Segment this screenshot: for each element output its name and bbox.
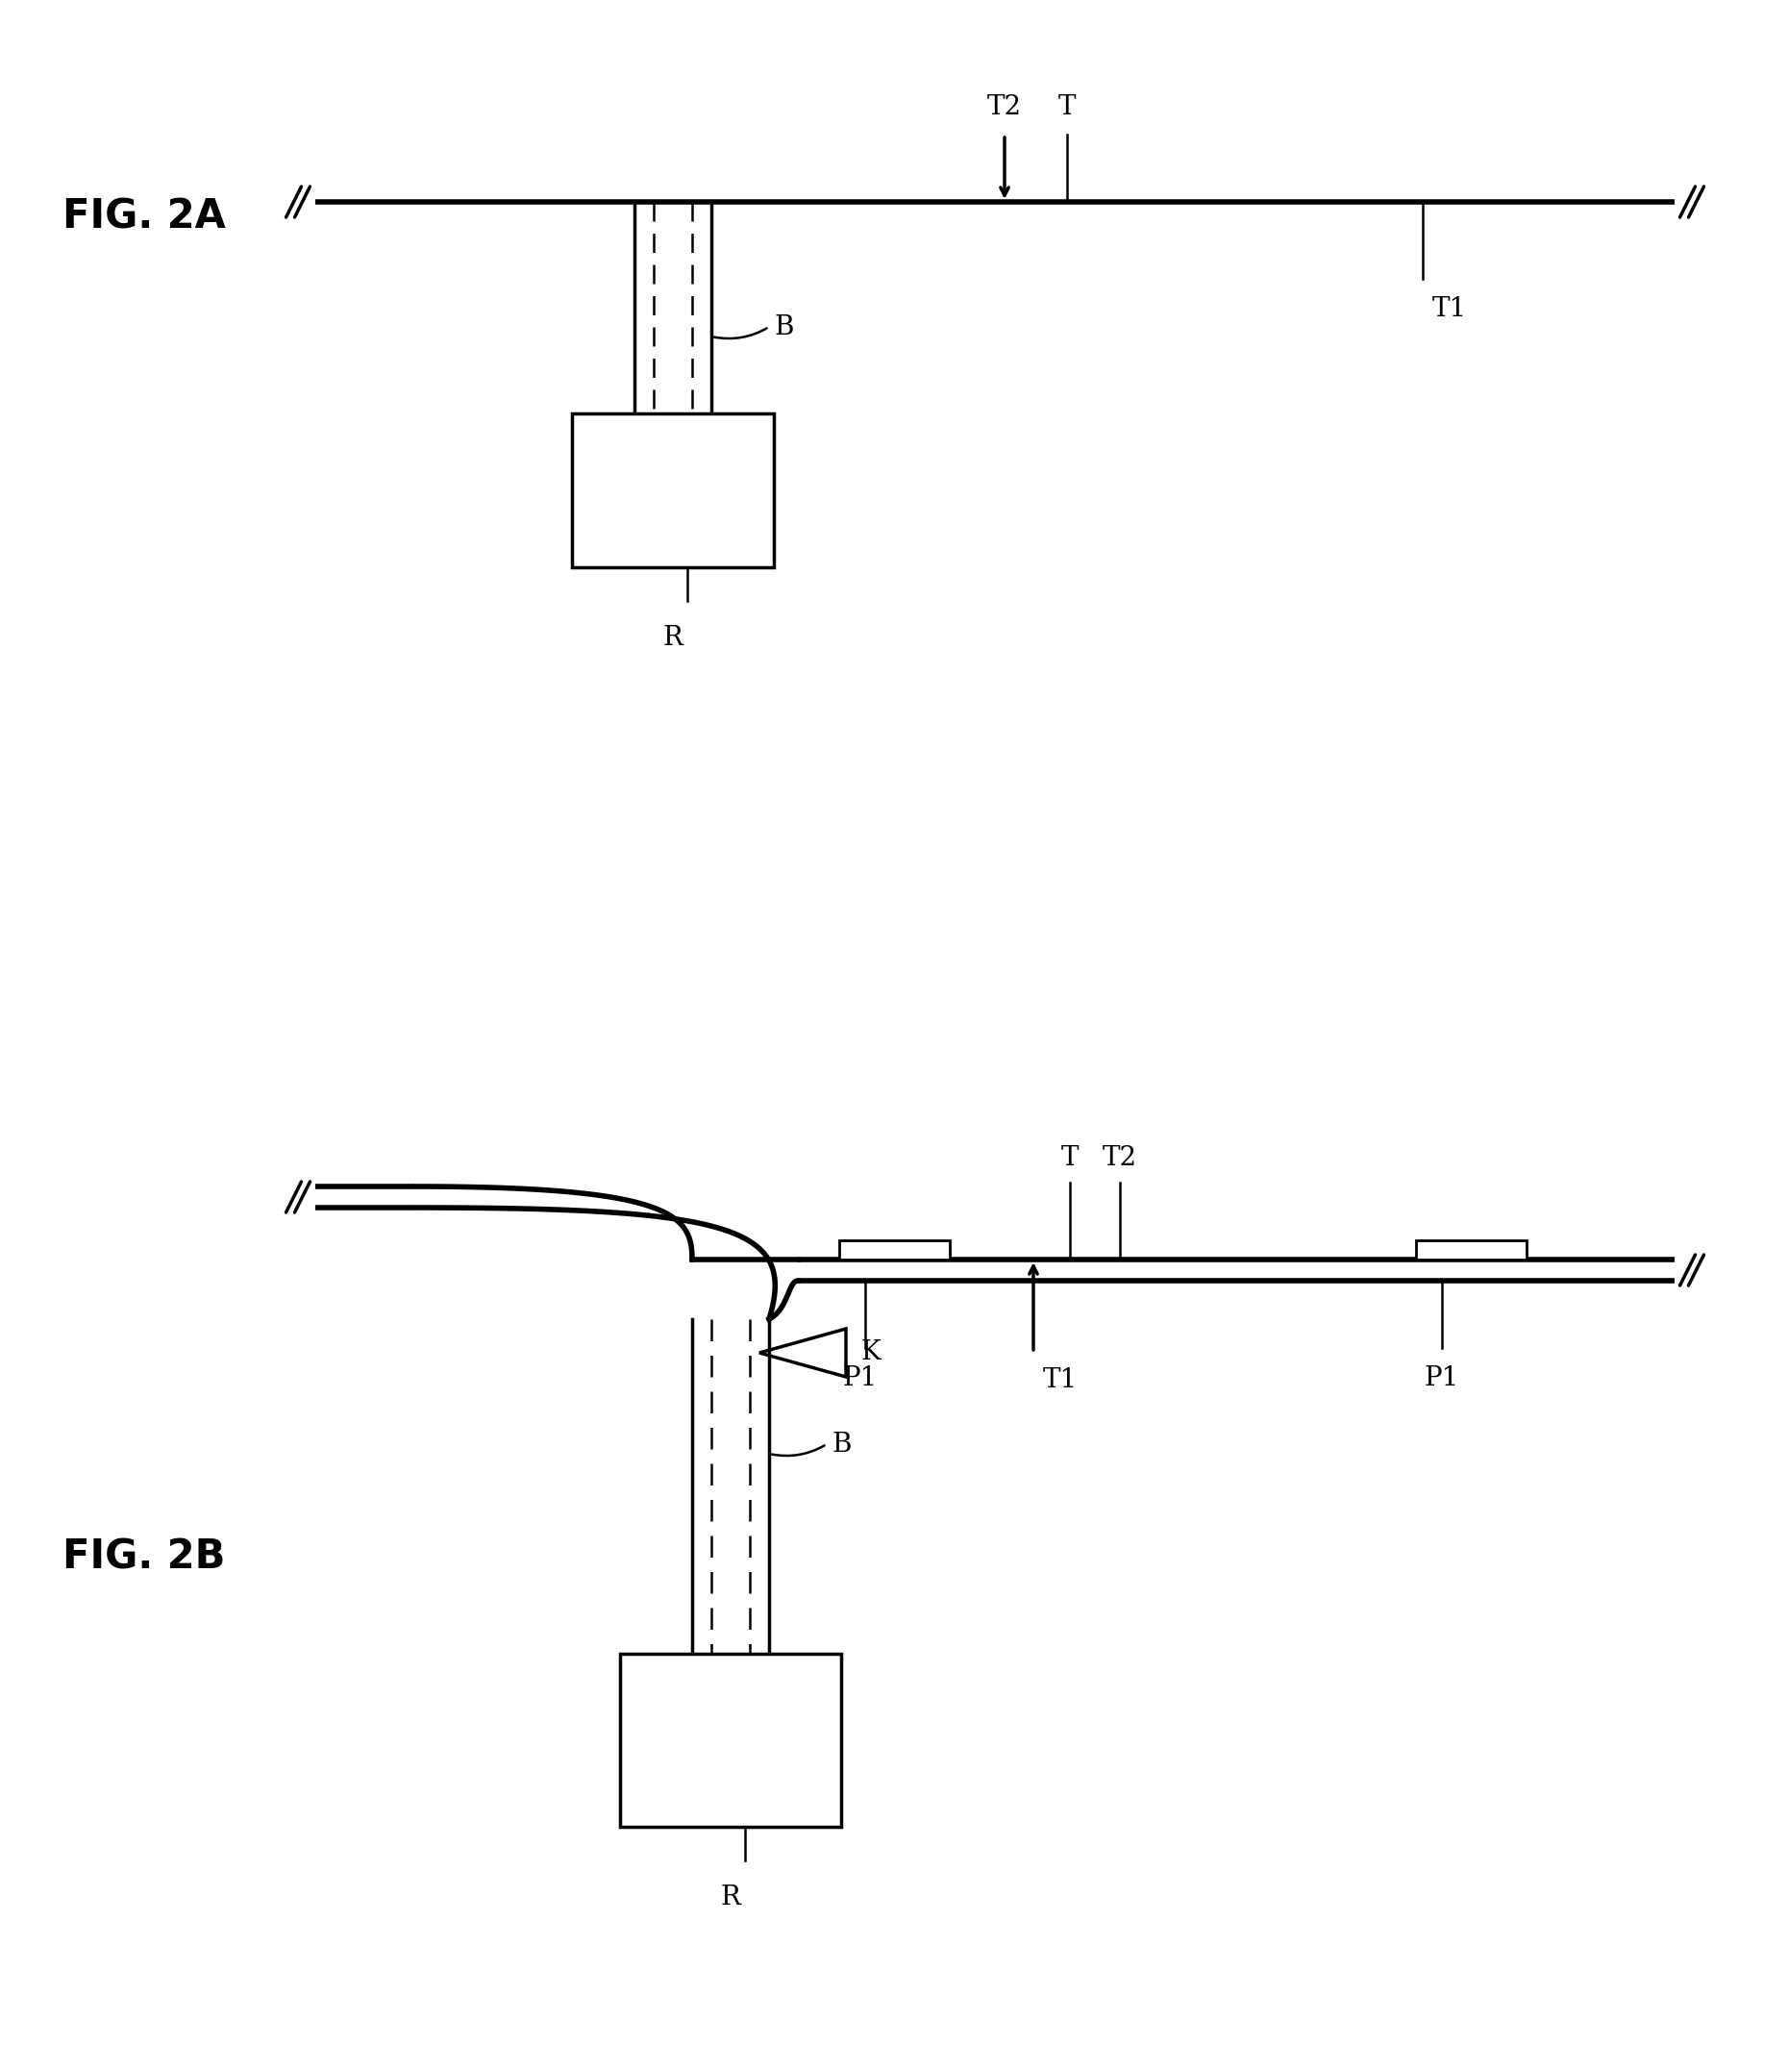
Text: T1: T1: [1042, 1368, 1078, 1392]
Bar: [572, 414, 774, 568]
Text: R: R: [663, 626, 683, 651]
Text: FIG. 2B: FIG. 2B: [63, 1537, 225, 1577]
Text: P1: P1: [842, 1365, 878, 1390]
Bar: [620, 1653, 840, 1828]
Text: B: B: [831, 1432, 851, 1457]
Text: T2: T2: [987, 93, 1023, 120]
Text: T1: T1: [1432, 296, 1468, 321]
Text: B: B: [774, 315, 794, 340]
Text: T2: T2: [1103, 1146, 1137, 1171]
Text: P1: P1: [1425, 1365, 1459, 1390]
Text: T: T: [1060, 1146, 1078, 1171]
Text: FIG. 2A: FIG. 2A: [63, 197, 225, 236]
Bar: [1416, 1241, 1525, 1260]
Text: R: R: [721, 1886, 740, 1910]
Text: K: K: [860, 1341, 880, 1365]
Bar: [839, 1241, 949, 1260]
Text: T: T: [1058, 93, 1076, 120]
